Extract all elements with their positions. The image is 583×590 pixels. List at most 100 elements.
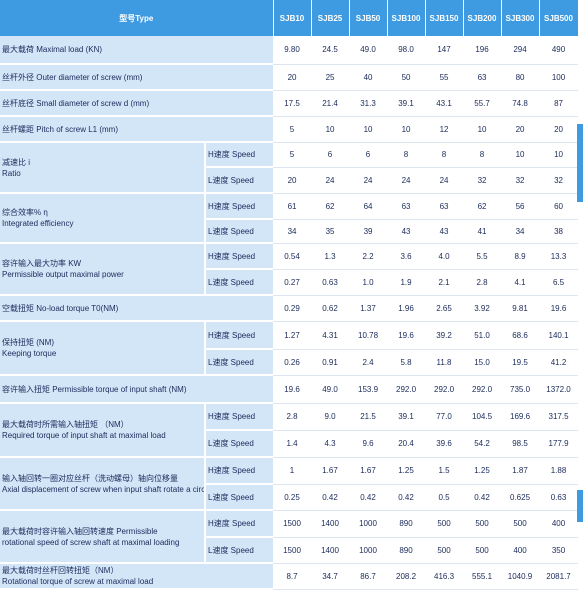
- row-power-h: 容许输入最大功率 KW Permissible output maximal po…: [0, 243, 579, 296]
- value-cell: 1.3: [311, 243, 350, 270]
- value-cell: 2.8: [463, 269, 502, 296]
- value-cell: 169.6: [501, 403, 540, 431]
- value-cell: 9.81: [501, 295, 540, 322]
- row-label: 丝杆外径 Outer diameter of screw (mm): [0, 64, 274, 91]
- value-cell: 400: [501, 537, 540, 564]
- value-cell: 19.6: [273, 375, 312, 404]
- value-cell: 64: [349, 193, 388, 220]
- value-cell: 0.63: [311, 269, 350, 296]
- value-cell: 31.3: [349, 90, 388, 117]
- speed-label: L速度 Speed: [203, 430, 274, 458]
- value-cell: 50: [387, 64, 426, 91]
- group-label-holding: 保持扭矩 (NM) Keeping torque: [0, 321, 205, 376]
- value-cell: 39: [349, 219, 388, 244]
- group-label-ratio: 减速比 i Ratio: [0, 142, 205, 194]
- value-cell: 4.3: [311, 430, 350, 458]
- value-cell: 5: [273, 142, 312, 168]
- header-model: SJB300: [501, 0, 540, 36]
- value-cell: 13.3: [539, 243, 579, 270]
- value-cell: 19.6: [539, 295, 579, 322]
- value-cell: 1400: [311, 510, 350, 538]
- value-cell: 0.25: [273, 484, 312, 511]
- value-cell: 1500: [273, 537, 312, 564]
- value-cell: 98.5: [501, 430, 540, 458]
- value-cell: 292.0: [387, 375, 426, 404]
- value-cell: 2.1: [425, 269, 464, 296]
- value-cell: 43: [387, 219, 426, 244]
- value-cell: 19.5: [501, 349, 540, 376]
- value-cell: 63: [425, 193, 464, 220]
- value-cell: 1.67: [349, 457, 388, 485]
- value-cell: 8.7: [273, 563, 312, 590]
- value-cell: 500: [463, 537, 502, 564]
- value-cell: 890: [387, 537, 426, 564]
- speed-label: L速度 Speed: [203, 484, 274, 511]
- group-label-line: 容许输入最大功率 KW: [2, 259, 82, 268]
- group-label-line: 最大载荷时容许输入轴回转速度 Permissible: [2, 526, 158, 536]
- value-cell: 555.1: [463, 563, 502, 590]
- value-cell: 63: [463, 64, 502, 91]
- group-label-power: 容许输入最大功率 KW Permissible output maximal po…: [0, 243, 205, 296]
- value-cell: 1.4: [273, 430, 312, 458]
- value-cell: 0.5: [425, 484, 464, 511]
- value-cell: 41.2: [539, 349, 579, 376]
- value-cell: 2.65: [425, 295, 464, 322]
- group-label-line: Rotational torque of screw at maximal lo…: [2, 577, 154, 586]
- header-model: SJB25: [311, 0, 350, 36]
- value-cell: 100: [539, 64, 579, 91]
- header-model: SJB150: [425, 0, 464, 36]
- value-cell: 8: [425, 142, 464, 168]
- value-cell: 1.37: [349, 295, 388, 322]
- value-cell: 890: [387, 510, 426, 538]
- value-cell: 77.0: [425, 403, 464, 431]
- value-cell: 5.8: [387, 349, 426, 376]
- value-cell: 1.87: [501, 457, 540, 485]
- value-cell: 3.92: [463, 295, 502, 322]
- speed-label: H速度 Speed: [203, 510, 274, 538]
- row-small-diameter: 丝杆底径 Small diameter of screw d (mm) 17.5…: [0, 90, 579, 117]
- value-cell: 400: [539, 510, 579, 538]
- value-cell: 1.25: [463, 457, 502, 485]
- value-cell: 24.5: [311, 36, 350, 65]
- value-cell: 1.9: [387, 269, 426, 296]
- value-cell: 40: [349, 64, 388, 91]
- value-cell: 5.5: [463, 243, 502, 270]
- value-cell: 500: [425, 537, 464, 564]
- value-cell: 3.6: [387, 243, 426, 270]
- value-cell: 55.7: [463, 90, 502, 117]
- value-cell: 32: [539, 167, 579, 194]
- value-cell: 1.27: [273, 321, 312, 350]
- value-cell: 10: [311, 116, 350, 143]
- header-model: SJB10: [273, 0, 312, 36]
- value-cell: 17.5: [273, 90, 312, 117]
- value-cell: 74.8: [501, 90, 540, 117]
- value-cell: 86.7: [349, 563, 388, 590]
- group-label-efficiency: 综合效率% η Integrated efficiency: [0, 193, 205, 244]
- row-rotational-speed-l: L速度 Speed 1500 1400 1000 890 500 500 400…: [0, 537, 579, 564]
- value-cell: 196: [463, 36, 502, 65]
- row-label-rotational-torque: 最大载荷时丝杆回转扭矩（NM） Rotational torque of scre…: [0, 563, 274, 590]
- header-model: SJB500: [539, 0, 579, 36]
- value-cell: 294: [501, 36, 540, 65]
- row-ratio-h: 减速比 i Ratio H速度 Speed 5 6 6 8 8 8 10 10: [0, 142, 579, 194]
- speed-label: L速度 Speed: [203, 269, 274, 296]
- speed-label: L速度 Speed: [203, 167, 274, 194]
- value-cell: 317.5: [539, 403, 579, 431]
- group-label-line: Permissible output maximal power: [2, 270, 124, 279]
- value-cell: 68.6: [501, 321, 540, 350]
- value-cell: 38: [539, 219, 579, 244]
- value-cell: 39.2: [425, 321, 464, 350]
- value-cell: 51.0: [463, 321, 502, 350]
- value-cell: 5: [273, 116, 312, 143]
- group-label-line: Axial displacement of screw when input s…: [2, 484, 205, 494]
- value-cell: 2.4: [349, 349, 388, 376]
- value-cell: 0.42: [349, 484, 388, 511]
- value-cell: 0.26: [273, 349, 312, 376]
- value-cell: 63: [387, 193, 426, 220]
- header-model: SJB50: [349, 0, 388, 36]
- value-cell: 208.2: [387, 563, 426, 590]
- value-cell: 10: [501, 142, 540, 168]
- value-cell: 61: [273, 193, 312, 220]
- value-cell: 21.4: [311, 90, 350, 117]
